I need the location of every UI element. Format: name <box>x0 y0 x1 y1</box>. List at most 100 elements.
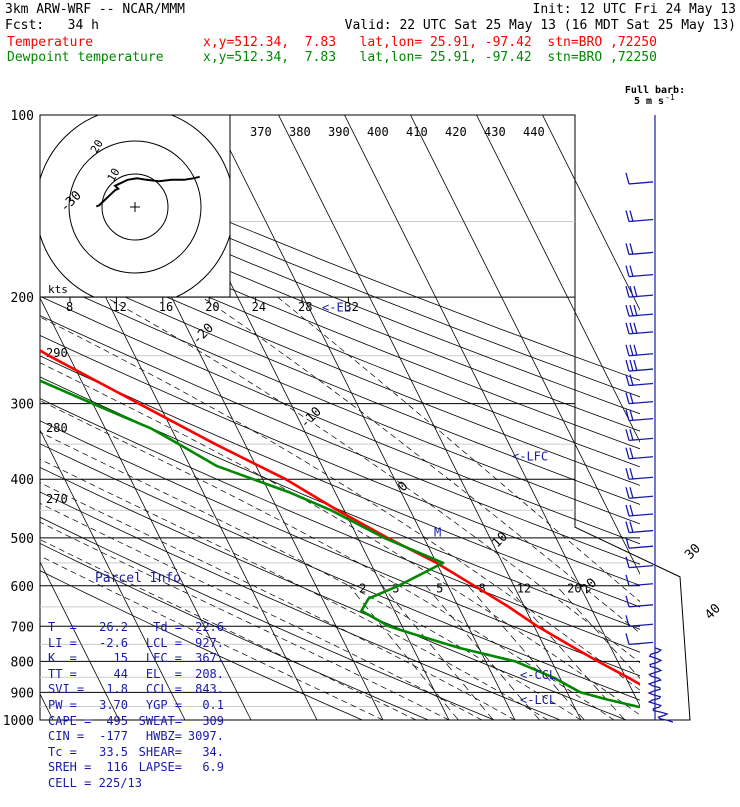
wind-barb-staff <box>629 605 653 607</box>
wind-barb-staff <box>629 546 653 548</box>
theta-e-label: 380 <box>289 125 311 139</box>
wind-barb-staff <box>629 642 653 644</box>
parcel-cell: 208. <box>182 667 224 683</box>
theta-e-label: 440 <box>523 125 545 139</box>
parcel-cell: CAPE = <box>48 714 92 730</box>
parcel-cell: 6.9 <box>182 760 224 776</box>
wind-barb-flag <box>630 375 633 386</box>
wind-barb-staff <box>629 584 653 586</box>
isotherm-label: 10 <box>489 529 511 551</box>
level-marker: <-LCL <box>520 693 556 707</box>
parcel-cell: 34. <box>182 745 224 761</box>
wind-barb-flag <box>626 393 629 404</box>
parcel-info-title: Parcel Info <box>48 571 228 587</box>
parcel-cell: -2.6 <box>92 636 128 652</box>
wind-barb-flag <box>626 448 629 459</box>
wind-barb-flag <box>626 173 629 184</box>
parcel-cell: SHEAR= <box>128 745 182 761</box>
pressure-label: 500 <box>11 532 34 547</box>
wind-barb-flag <box>630 429 633 440</box>
wind-barb-flag <box>634 345 637 356</box>
parcel-cell: CCL = <box>128 682 182 698</box>
mixing-ratio-label: 12 <box>517 581 531 595</box>
theta-e-label: 410 <box>406 125 428 139</box>
wind-barb-flag <box>626 633 629 644</box>
parcel-cell: PW = <box>48 698 92 714</box>
pressure-label: 300 <box>11 398 34 413</box>
wind-barb-flag <box>634 360 637 371</box>
wind-barb-flag <box>630 305 633 316</box>
level-marker: <-CCL <box>520 668 556 682</box>
isotherm-line <box>213 115 516 720</box>
wind-barb-staff <box>629 182 653 184</box>
pressure-label: 200 <box>11 291 34 306</box>
parcel-cell: 26.2 <box>92 620 128 636</box>
parcel-cell: SVI = <box>48 682 92 698</box>
wind-barb-flag <box>630 487 633 498</box>
isotherm-line <box>279 115 582 720</box>
parcel-cell: 3.70 <box>92 698 128 714</box>
isotherm-label: 20 <box>578 576 600 598</box>
wind-barb-flag <box>630 323 633 334</box>
wind-barb-flag <box>634 323 637 334</box>
parcel-cell: SWEAT= <box>128 714 182 730</box>
wind-barb-flag <box>630 448 633 459</box>
pressure-label: 900 <box>11 686 34 701</box>
pressure-label: 800 <box>11 655 34 670</box>
isotherm-label: -20 <box>190 321 217 348</box>
wind-barb-flag <box>626 345 629 356</box>
parcel-cell: LI = <box>48 636 92 652</box>
wind-barb-flag <box>626 323 629 334</box>
wind-barb-flag <box>626 487 629 498</box>
theta-e-label: 400 <box>367 125 389 139</box>
wind-barb-staff <box>629 566 653 568</box>
wind-barb-flag <box>626 522 629 533</box>
moist-adiabat <box>278 297 740 720</box>
parcel-cell: EL = <box>128 667 182 683</box>
theta-e-label: 420 <box>445 125 467 139</box>
hodograph-speed-label: 28 <box>298 300 312 314</box>
parcel-cell: 44 <box>92 667 128 683</box>
hodograph-speed-label: 12 <box>112 300 126 314</box>
parcel-cell: T = <box>48 620 92 636</box>
parcel-cell: 116 <box>92 760 128 776</box>
isotherm-line <box>477 115 740 720</box>
parcel-row: CELL = 225/13 <box>48 776 228 792</box>
parcel-cell: K = <box>48 651 92 667</box>
theta-label: 280 <box>46 421 68 435</box>
theta-label: 270 <box>46 492 68 506</box>
isotherm-label: 40 <box>702 601 724 623</box>
wind-barb-flag <box>626 505 629 516</box>
freezing-level-marker: M <box>434 526 441 540</box>
wind-barb-flag <box>626 596 629 607</box>
parcel-cell: 3097. <box>182 729 224 745</box>
wind-barb-flag <box>630 243 633 254</box>
wind-barb-flag <box>626 360 629 371</box>
parcel-cell: HWBZ= <box>128 729 182 745</box>
wind-barb-flag <box>626 305 629 316</box>
parcel-cell: 367. <box>182 651 224 667</box>
mixing-ratio-label: 5 <box>436 581 443 595</box>
parcel-cell: 0.1 <box>182 698 224 714</box>
parcel-cell: 927. <box>182 636 224 652</box>
isotherm-label: -10 <box>298 404 325 431</box>
wind-barb-staff <box>629 624 653 626</box>
wind-barb-flag <box>634 305 637 316</box>
wind-barb-flag <box>630 505 633 516</box>
parcel-cell: LAPSE= <box>128 760 182 776</box>
level-marker: <-EL <box>322 300 351 314</box>
barb-legend-exponent: -1 <box>665 93 675 102</box>
pressure-label: 700 <box>11 620 34 635</box>
parcel-cell: 1.8 <box>92 682 128 698</box>
wind-barb-flag <box>630 468 633 479</box>
isotherm-label: 0 <box>395 479 411 495</box>
level-marker: <-LFC <box>512 450 548 464</box>
wind-barb-flag <box>630 345 633 356</box>
